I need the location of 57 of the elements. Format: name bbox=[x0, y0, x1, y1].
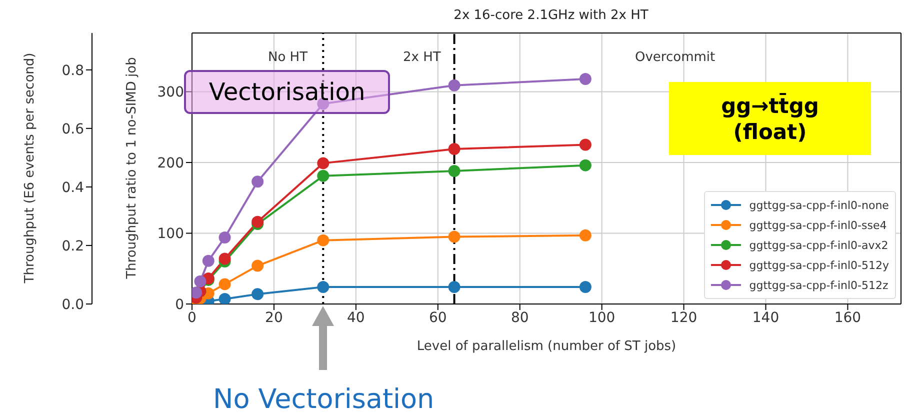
point bbox=[218, 293, 231, 304]
point bbox=[448, 281, 460, 294]
legend-label: ggttgg-sa-cpp-f-inl0-avx2 bbox=[748, 238, 889, 254]
point bbox=[579, 159, 592, 172]
x-axis-title: Level of parallelism (number of ST jobs) bbox=[416, 339, 676, 354]
point bbox=[317, 281, 330, 294]
legend-label: ggttgg-sa-cpp-f-inl0-sse4 bbox=[748, 218, 888, 234]
chart-title: 2x 16-core 2.1GHz with 2x HT bbox=[452, 8, 650, 23]
point bbox=[252, 288, 264, 300]
point bbox=[448, 164, 460, 177]
text: No Vectorisation bbox=[213, 384, 434, 415]
x-tick-label: 0 bbox=[188, 310, 196, 326]
annotation: 2x HT bbox=[403, 50, 441, 65]
point bbox=[317, 157, 330, 170]
x-tick-label: 20 bbox=[265, 310, 283, 326]
point bbox=[252, 176, 264, 188]
point bbox=[317, 170, 330, 182]
y-tick-label: 300 bbox=[157, 84, 184, 101]
x-tick-label: 160 bbox=[834, 310, 862, 326]
point bbox=[448, 79, 460, 92]
point bbox=[252, 216, 264, 228]
point bbox=[218, 252, 231, 265]
y2-tick-label: 0.2 bbox=[62, 238, 84, 254]
x-tick-label: 100 bbox=[588, 310, 616, 326]
point bbox=[317, 234, 330, 246]
y2-tick-label: 0.0 bbox=[62, 296, 84, 313]
point bbox=[579, 72, 592, 85]
x-tick-label: 140 bbox=[752, 310, 780, 326]
text-box: gg→tt̄gg (float) bbox=[669, 82, 871, 155]
x-tick-label: 80 bbox=[510, 310, 529, 326]
y2-axis-title: Throughput (E6 events per second) bbox=[22, 52, 38, 284]
legend-label: ggttgg-sa-cpp-f-inl0-none bbox=[748, 198, 889, 214]
point bbox=[252, 260, 264, 272]
point bbox=[218, 231, 231, 244]
legend-label: ggttgg-sa-cpp-f-inl0-512z bbox=[748, 278, 889, 294]
y2-tick-label: 0.4 bbox=[62, 180, 84, 196]
annotation: Overcommit bbox=[635, 50, 716, 65]
x-tick-label: 120 bbox=[670, 310, 698, 326]
y2-tick-label: 0.6 bbox=[62, 121, 84, 138]
point bbox=[202, 254, 214, 267]
legend-label: ggttgg-sa-cpp-f-inl0-512y bbox=[748, 258, 889, 274]
x-tick-label: 40 bbox=[347, 310, 365, 326]
point bbox=[579, 281, 592, 294]
annotation: No HT bbox=[268, 50, 308, 65]
y-axis-title: Throughput ratio to 1 no-SIMD job bbox=[124, 57, 140, 279]
x-tick-label: 60 bbox=[428, 310, 447, 326]
y-tick-label: 0 bbox=[175, 296, 184, 313]
y-tick-label: 200 bbox=[157, 155, 184, 172]
point bbox=[448, 230, 460, 243]
y-tick-label: 100 bbox=[157, 226, 184, 242]
point bbox=[579, 138, 592, 151]
point bbox=[448, 143, 460, 156]
text-box: Vectorisation bbox=[184, 70, 390, 114]
y2-tick-label: 0.8 bbox=[62, 62, 84, 79]
point bbox=[218, 278, 231, 290]
point bbox=[579, 229, 592, 242]
point bbox=[194, 275, 206, 288]
